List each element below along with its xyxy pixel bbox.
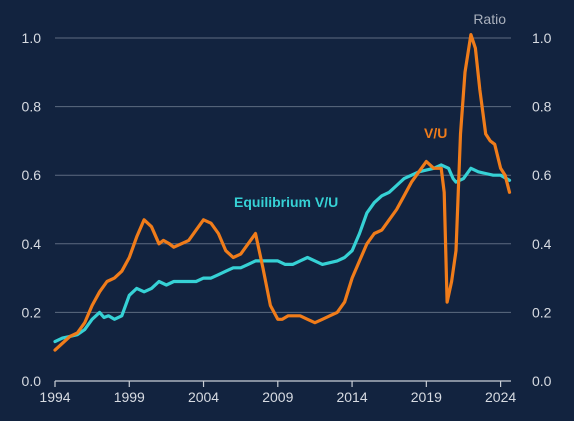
equilibrium-series-label: Equilibrium V/U: [234, 194, 338, 210]
x-tick-label: 2009: [262, 389, 293, 405]
x-tick-label: 1994: [39, 389, 70, 405]
axes: 0.0 0.0 0.2 0.2 0.4 0.4 0.6 0.6 0.8 0.8 1.0 1.0 1994…: [22, 30, 552, 405]
y-tick-label-left: 0.8: [22, 99, 42, 115]
y-tick-label-right: 1.0: [532, 30, 552, 46]
gridlines: [55, 37, 511, 313]
y-tick-label-left: 0.2: [22, 304, 42, 320]
x-tick-label: 2024: [485, 389, 516, 405]
y-tick-label-left: 0.4: [22, 236, 42, 252]
vu-line: [53, 33, 512, 352]
y-tick-label-right: 0.8: [532, 99, 552, 115]
x-tick-label: 1999: [114, 389, 145, 405]
x-tick-label: 2004: [188, 389, 219, 405]
series-lines: [53, 33, 512, 352]
y-tick-label-right: 0.0: [532, 373, 552, 389]
y-tick-label-left: 0.0: [22, 373, 42, 389]
labels: Ratio V/U Equilibrium V/U: [234, 11, 506, 210]
y-tick-label-right: 0.2: [532, 304, 552, 320]
y-tick-label-right: 0.6: [532, 167, 552, 183]
x-tick-label: 2019: [411, 389, 442, 405]
x-tick-label: 2014: [336, 389, 367, 405]
equilibrium-vu-line: [53, 163, 512, 344]
ratio-axis-label: Ratio: [473, 11, 506, 27]
y-tick-label-left: 1.0: [22, 30, 42, 46]
vu-series-label: V/U: [424, 125, 447, 141]
y-tick-label-left: 0.6: [22, 167, 42, 183]
y-tick-label-right: 0.4: [532, 236, 552, 252]
